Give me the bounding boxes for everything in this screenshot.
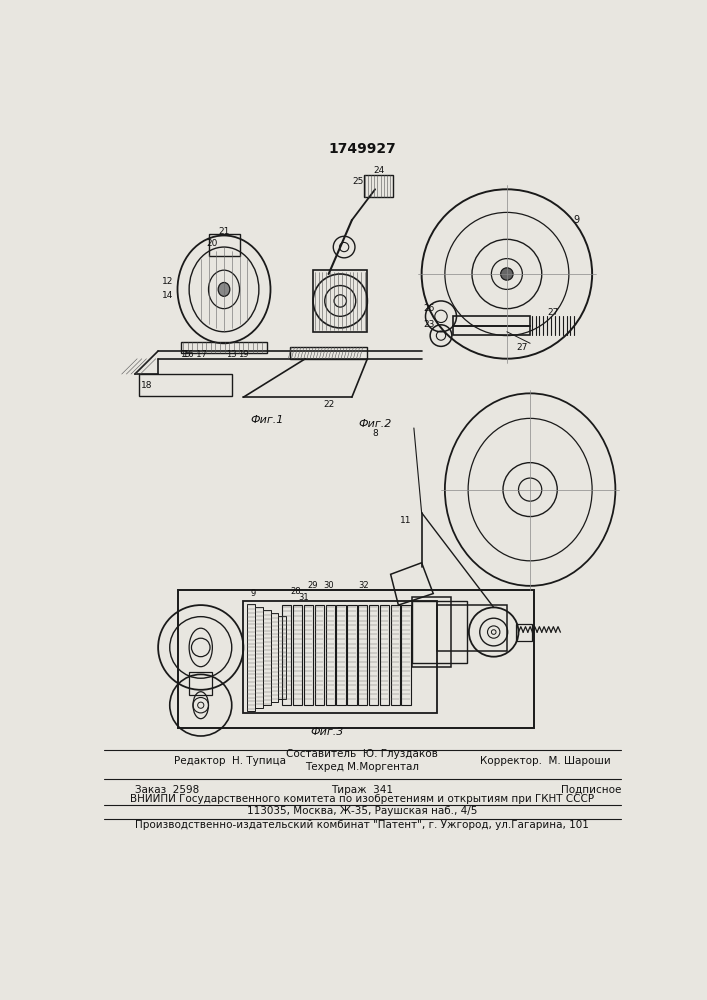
Bar <box>271 613 279 702</box>
Text: 22: 22 <box>323 400 334 409</box>
Text: 113035, Москва, Ж-35, Раушская наб., 4/5: 113035, Москва, Ж-35, Раушская наб., 4/5 <box>247 806 477 816</box>
Text: 8: 8 <box>373 429 378 438</box>
Text: 23: 23 <box>423 320 435 329</box>
Text: 19: 19 <box>238 350 249 359</box>
Bar <box>412 601 467 663</box>
Text: Фиг.2: Фиг.2 <box>358 419 392 429</box>
Text: 18: 18 <box>141 381 153 390</box>
Text: 9: 9 <box>573 215 580 225</box>
Text: Подписное: Подписное <box>561 785 621 795</box>
Text: Фиг.3: Фиг.3 <box>310 727 344 737</box>
Bar <box>516 624 532 641</box>
Bar <box>325 605 335 705</box>
Bar <box>290 347 368 359</box>
Bar <box>369 605 378 705</box>
Bar <box>363 175 393 197</box>
Text: Производственно-издательский комбинат "Патент", г. Ужгород, ул.Гагарина, 101: Производственно-издательский комбинат "П… <box>135 820 589 830</box>
Text: 27: 27 <box>548 308 559 317</box>
Text: Заказ  2598: Заказ 2598 <box>135 785 199 795</box>
Bar <box>189 672 212 695</box>
Text: ВНИИПИ Государственного комитета по изобретениям и открытиям при ГКНТ СССР: ВНИИПИ Государственного комитета по изоб… <box>130 794 594 804</box>
Ellipse shape <box>218 282 230 296</box>
Text: 28: 28 <box>291 587 301 596</box>
Bar <box>255 607 263 708</box>
Text: 15: 15 <box>180 350 190 359</box>
Text: 31: 31 <box>298 593 309 602</box>
Bar <box>337 605 346 705</box>
Text: Корректор.  М. Шароши: Корректор. М. Шароши <box>480 756 611 766</box>
Text: 14: 14 <box>162 291 173 300</box>
Text: 25: 25 <box>352 177 364 186</box>
Text: Тираж  341: Тираж 341 <box>331 785 393 795</box>
Text: Редактор  Н. Тупица: Редактор Н. Тупица <box>174 756 286 766</box>
Text: Техред М.Моргентал: Техред М.Моргентал <box>305 762 419 772</box>
Text: 29: 29 <box>308 581 318 590</box>
Bar <box>452 316 530 326</box>
Text: Фиг.1: Фиг.1 <box>250 415 284 425</box>
Text: 12: 12 <box>162 277 173 286</box>
Bar <box>437 605 507 651</box>
Bar <box>279 616 286 699</box>
Text: 27: 27 <box>517 343 528 352</box>
Bar <box>380 605 389 705</box>
Bar <box>313 270 368 332</box>
Bar <box>139 374 232 396</box>
Text: Составитель  Ю. Глуздаков: Составитель Ю. Глуздаков <box>286 749 438 759</box>
Text: 32: 32 <box>358 581 369 590</box>
Bar <box>452 326 530 335</box>
Text: 13: 13 <box>226 350 237 359</box>
Text: 21: 21 <box>218 227 230 236</box>
Bar <box>391 605 400 705</box>
Bar <box>182 342 267 353</box>
Bar <box>209 234 240 256</box>
Bar <box>282 605 291 705</box>
Text: 24: 24 <box>373 166 385 175</box>
Text: 20: 20 <box>206 239 218 248</box>
Bar <box>412 597 451 667</box>
Bar <box>243 601 437 713</box>
Bar <box>315 605 324 705</box>
Circle shape <box>501 268 513 280</box>
Bar <box>263 610 271 705</box>
Text: 30: 30 <box>323 581 334 590</box>
Bar <box>304 605 313 705</box>
Bar <box>177 590 534 728</box>
Bar <box>347 605 356 705</box>
Bar <box>293 605 303 705</box>
Bar <box>247 604 255 711</box>
Bar <box>358 605 368 705</box>
Text: 9: 9 <box>251 589 256 598</box>
Text: 26: 26 <box>423 304 435 313</box>
Text: 16 17: 16 17 <box>183 350 207 359</box>
Text: 1749927: 1749927 <box>328 142 396 156</box>
Text: 11: 11 <box>400 516 412 525</box>
Bar <box>402 605 411 705</box>
